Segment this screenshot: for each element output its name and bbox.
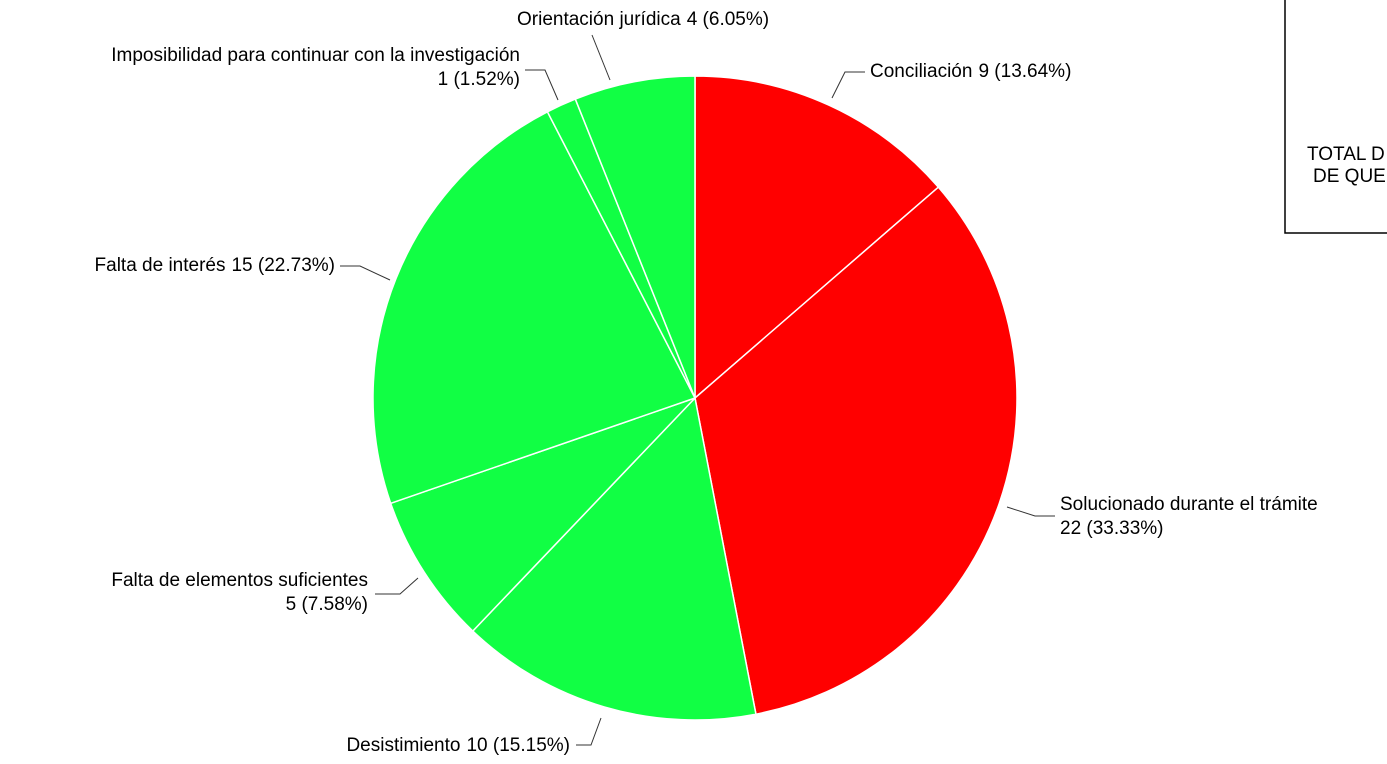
slice-label-name: Falta de interés	[95, 255, 226, 276]
slice-label-value: 22 (33.33%)	[1060, 518, 1164, 539]
side-box-text: DE QUE	[1313, 166, 1386, 187]
slice-label-name: Imposibilidad para continuar con la inve…	[111, 45, 520, 66]
slice-label-name: Solucionado durante el trámite	[1060, 494, 1318, 515]
pie-slice	[694, 186, 1018, 716]
slice-label: Conciliación 9 (13.64%)	[870, 61, 1071, 82]
slice-label: Orientación jurídica 4 (6.05%)	[517, 9, 769, 30]
leader-line	[576, 717, 602, 746]
slice-label-value: 10 (15.15%)	[466, 735, 570, 756]
slice-label-value: 1 (1.52%)	[438, 69, 520, 90]
slice-label: Solucionado durante el trámite 22 (33.33%…	[1060, 494, 1318, 539]
slice-label-value: 9 (13.64%)	[978, 61, 1071, 82]
pie-slice	[471, 396, 757, 721]
side-box	[1284, 0, 1387, 234]
slice-label: Desistimiento 10 (15.15%)	[346, 735, 570, 756]
pie-slice	[694, 75, 940, 400]
pie-slice	[574, 75, 696, 399]
leader-line	[375, 577, 419, 595]
slice-label-name: Conciliación	[870, 61, 972, 82]
slice-label-value: 15 (22.73%)	[231, 255, 335, 276]
leader-line	[525, 69, 559, 101]
leader-line	[1006, 506, 1055, 517]
slice-label-name: Desistimiento	[346, 735, 460, 756]
pie-slice	[389, 397, 696, 633]
slice-label-value: 4 (6.05%)	[687, 9, 769, 30]
slice-label-value: 5 (7.58%)	[286, 594, 368, 615]
slice-label-name: Falta de elementos suficientes	[111, 570, 368, 591]
leader-line	[591, 34, 611, 81]
leader-line	[340, 265, 391, 281]
leader-line	[831, 71, 865, 99]
side-box-text: TOTAL D	[1307, 144, 1385, 165]
slice-label: Falta de elementos suficientes 5 (7.58%)	[111, 570, 368, 615]
slice-label-name: Orientación jurídica	[517, 9, 681, 30]
slice-label: Falta de interés 15 (22.73%)	[95, 255, 335, 276]
slice-label: Imposibilidad para continuar con la inve…	[111, 45, 520, 90]
pie-slice	[372, 110, 697, 505]
